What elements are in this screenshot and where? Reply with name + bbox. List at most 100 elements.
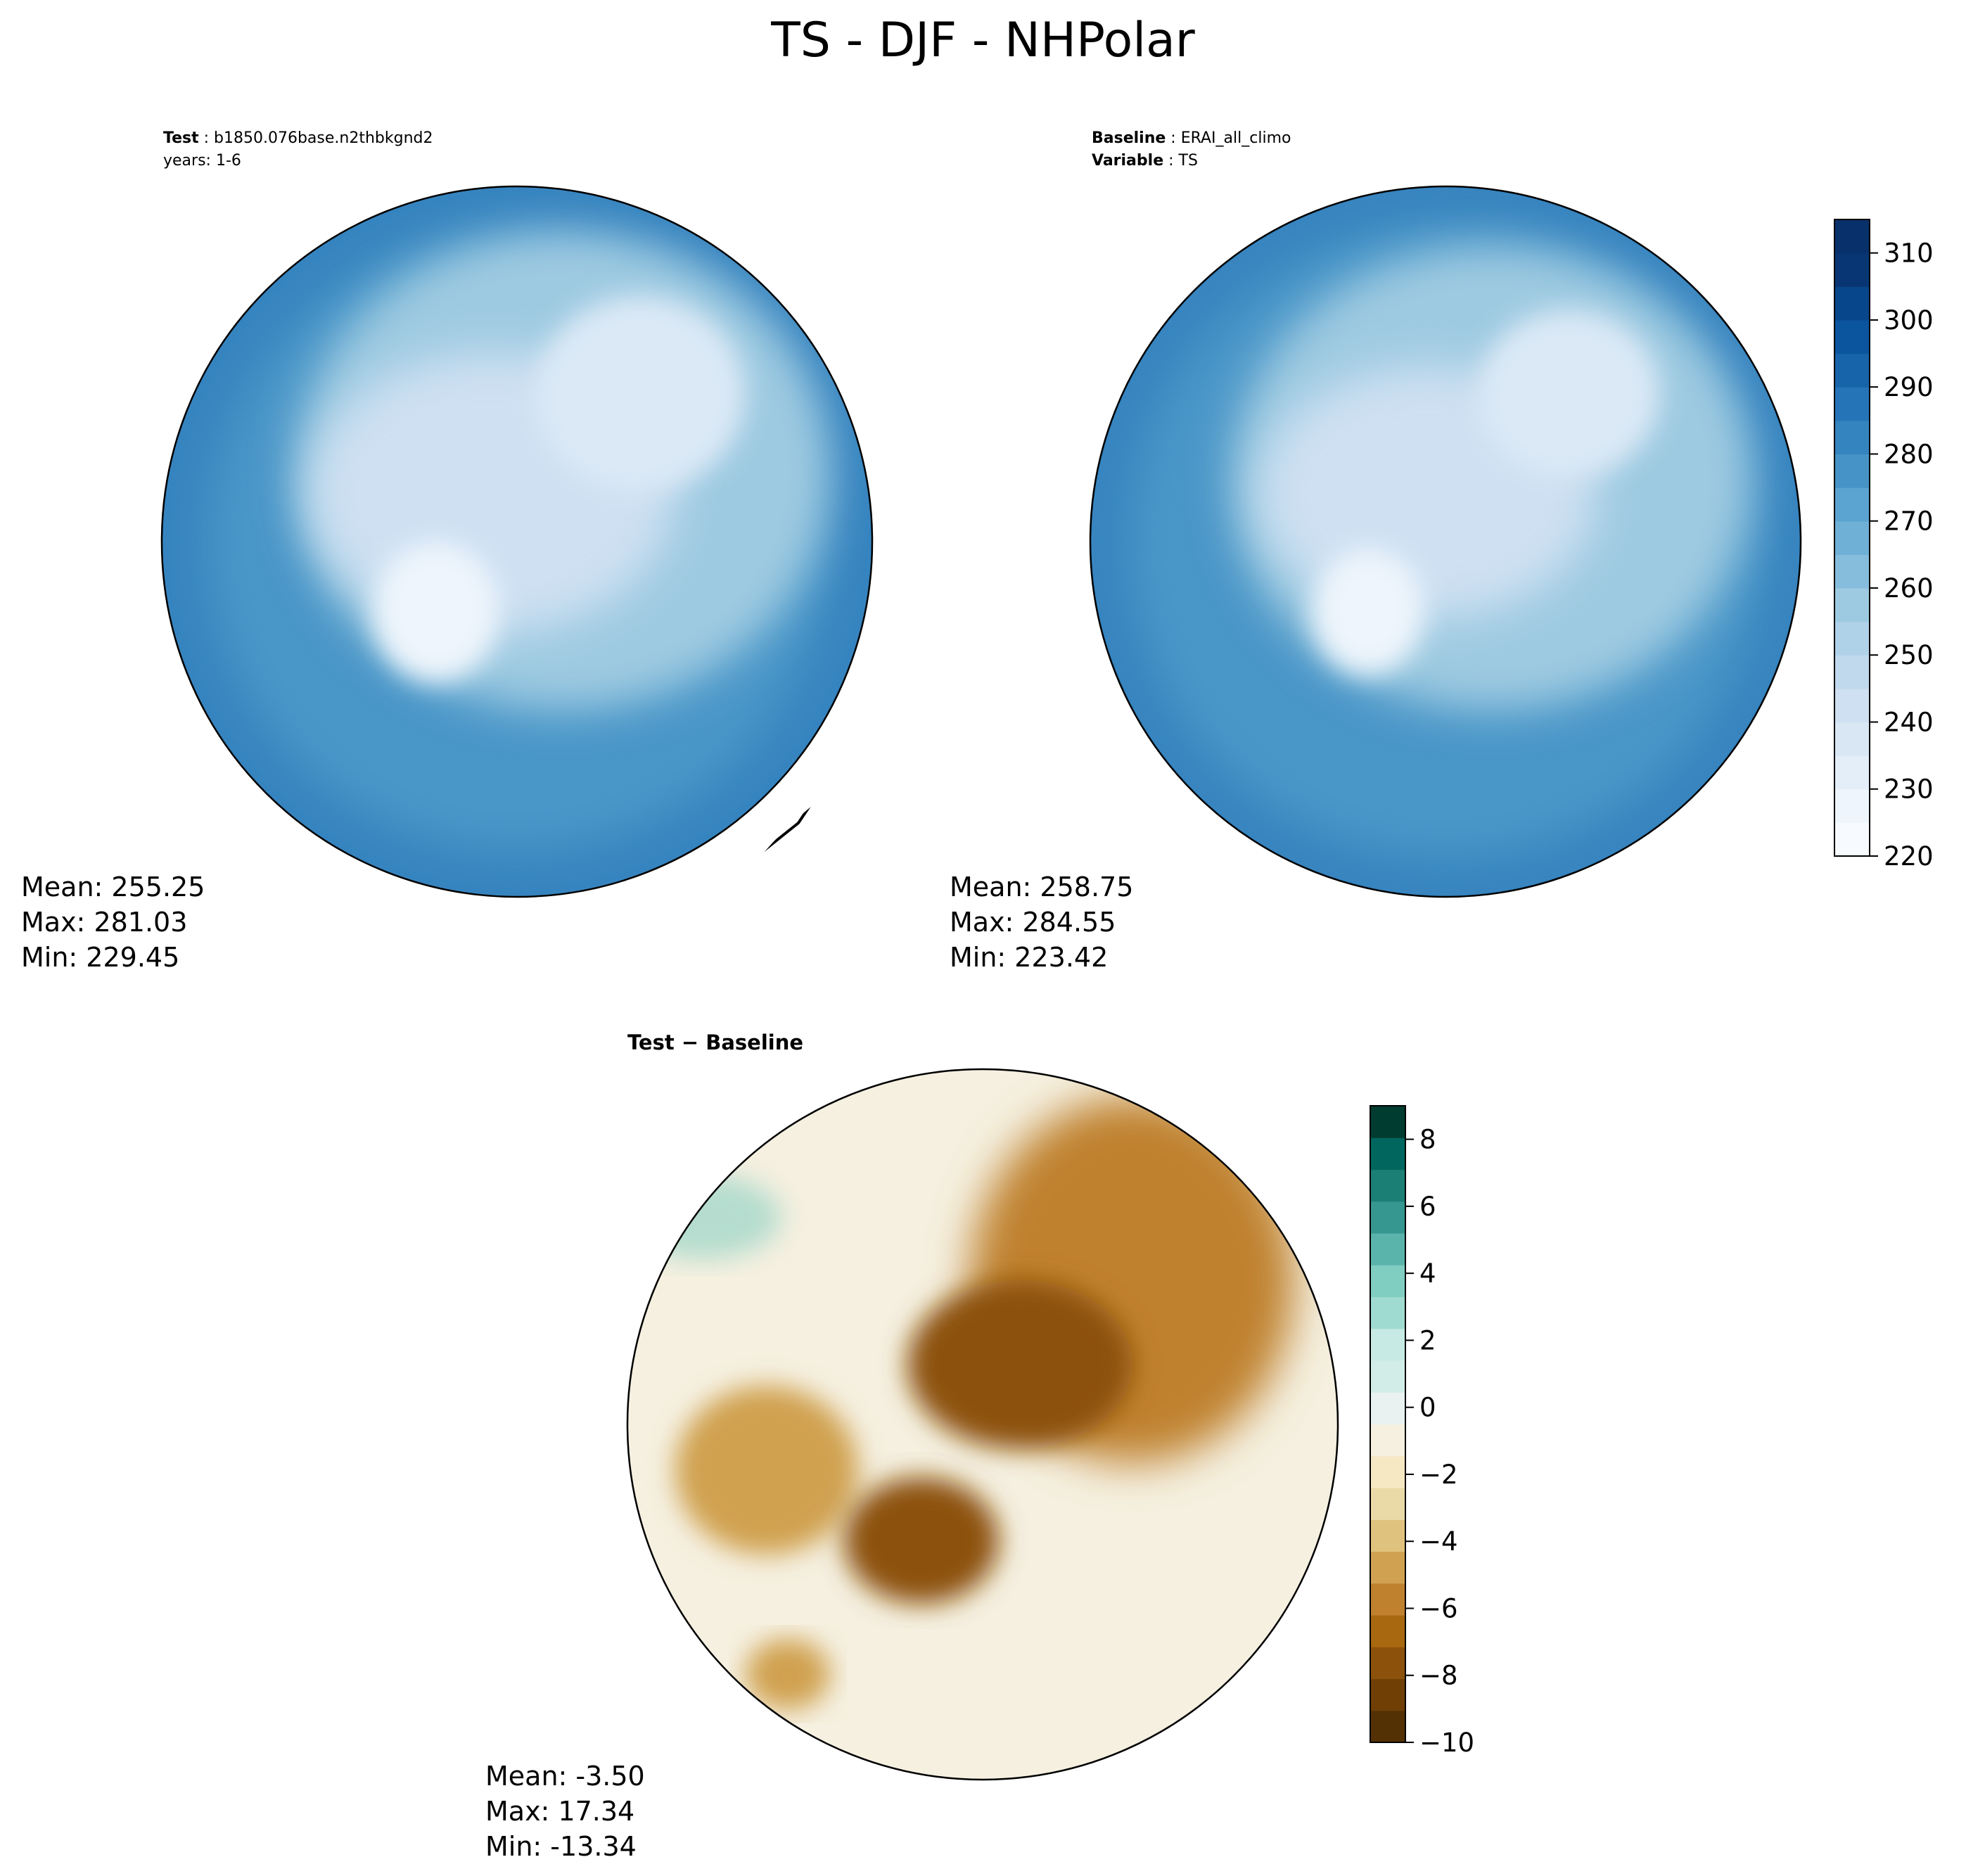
colorbar-abs-tick-label: 290: [1884, 372, 1934, 402]
colorbar-abs-segment: [1834, 722, 1870, 756]
colorbar-diff-tick-label: −4: [1419, 1526, 1458, 1557]
baseline-map: [1089, 185, 1802, 898]
figure-title: TS - DJF - NHPolar: [771, 13, 1195, 68]
colorbar-abs-tick-label: 280: [1884, 439, 1934, 469]
test-years-label: years: 1-6: [163, 152, 241, 170]
colorbar-diff-tick-label: −6: [1419, 1593, 1458, 1623]
colorbar-abs-segment: [1834, 822, 1870, 857]
variable-label-bold: Variable: [1092, 152, 1164, 170]
test-map: [160, 185, 874, 898]
diff-arctic-cooling: [907, 1280, 1132, 1449]
test-greenland-cold: [373, 542, 499, 682]
colorbar-diff-segment: [1370, 1137, 1405, 1170]
colorbar-abs-segment: [1834, 253, 1870, 287]
colorbar-abs-tick-label: 270: [1884, 506, 1934, 537]
colorbar-diff-segment: [1370, 1615, 1405, 1647]
colorbar-abs-segment: [1834, 688, 1870, 723]
test-max: Max: 281.03: [21, 907, 188, 938]
colorbar-abs-tick-label: 310: [1884, 238, 1934, 269]
colorbar-abs-segment: [1834, 587, 1870, 623]
baseline-min: Min: 223.42: [950, 942, 1109, 973]
colorbar-diff: −10 −8 −6 −4 −2 0 2 4 6 8: [1370, 1105, 1474, 1758]
colorbar-abs-tick-label: 230: [1884, 774, 1934, 805]
diff-map: [626, 1068, 1339, 1781]
colorbar-diff-tick-label: 4: [1419, 1258, 1436, 1289]
diff-greenland-cooling: [844, 1477, 999, 1604]
test-label-bold: Test: [163, 129, 199, 147]
colorbar-abs-tick-label: 250: [1884, 640, 1934, 670]
test-mean: Mean: 255.25: [21, 872, 205, 902]
variable-label-value: TS: [1178, 152, 1198, 170]
test-panel-title: Test : b1850.076base.n2thbkgnd2 years: 1…: [163, 129, 433, 170]
diff-atlantic-cooling: [746, 1639, 830, 1709]
baseline-mean: Mean: 258.75: [950, 872, 1134, 902]
colorbar-diff-segment: [1370, 1265, 1405, 1298]
colorbar-diff-tick-label: 6: [1419, 1192, 1436, 1222]
colorbar-abs-segment: [1834, 789, 1870, 823]
diff-canada-cooling: [675, 1386, 858, 1555]
baseline-map-border: [1089, 185, 1802, 898]
test-min: Min: 229.45: [21, 942, 180, 973]
colorbar-abs-segment: [1834, 219, 1870, 254]
baseline-max: Max: 284.55: [950, 907, 1116, 938]
diff-max: Max: 17.34: [485, 1796, 635, 1827]
colorbar-abs-segment: [1834, 521, 1870, 555]
colorbar-diff-segment: [1370, 1169, 1405, 1202]
colorbar-diff-tick-label: −2: [1419, 1460, 1458, 1490]
colorbar-diff-segment: [1370, 1328, 1405, 1361]
colorbar-diff-segment: [1370, 1106, 1405, 1138]
colorbar-abs-segment: [1834, 353, 1870, 388]
diff-min: Min: -13.34: [485, 1831, 637, 1862]
baseline-greenland-cold: [1312, 549, 1424, 675]
colorbar-abs-segment: [1834, 487, 1870, 522]
colorbar-diff-segment: [1370, 1360, 1405, 1393]
test-stats: Mean: 255.25 Max: 281.03 Min: 229.45: [21, 869, 205, 975]
colorbar-diff-tick-label: 0: [1419, 1393, 1436, 1423]
baseline-panel-title: Baseline : ERAI_all_climo Variable : TS: [1092, 129, 1291, 170]
colorbar-abs-tick-label: 260: [1884, 573, 1934, 604]
colorbar-diff-segment: [1370, 1201, 1405, 1234]
colorbar-abs: 220 230 240 250 260 270 280 290 300 310: [1834, 219, 1934, 872]
colorbar-abs-segment: [1834, 655, 1870, 689]
colorbar-diff-segment: [1370, 1233, 1405, 1265]
colorbar-diff-segment: [1370, 1678, 1405, 1711]
colorbar-abs-segment: [1834, 286, 1870, 321]
colorbar-diff-segment: [1370, 1488, 1405, 1520]
colorbar-diff-segment: [1370, 1551, 1405, 1584]
colorbar-diff-segment: [1370, 1710, 1405, 1743]
colorbar-abs-frame: [1834, 219, 1870, 857]
colorbar-abs-tick-label: 220: [1884, 841, 1934, 872]
baseline-label-bold: Baseline: [1092, 129, 1166, 147]
colorbar-diff-segment: [1370, 1519, 1405, 1552]
baseline-label-value: ERAI_all_climo: [1180, 129, 1291, 147]
diff-panel-title: Test − Baseline: [627, 1030, 804, 1054]
colorbar-abs-segment: [1834, 387, 1870, 421]
diff-pacific-warming: [627, 1175, 781, 1259]
colorbar-abs-tick-label: 240: [1884, 707, 1934, 737]
baseline-stats: Mean: 258.75 Max: 284.55 Min: 223.42: [950, 869, 1133, 975]
baseline-siberia-cold: [1477, 310, 1660, 478]
colorbar-diff-tick-label: −8: [1419, 1661, 1458, 1691]
colorbar-abs-tick-label: 300: [1884, 305, 1934, 336]
colorbar-diff-segment: [1370, 1647, 1405, 1680]
diff-mean: Mean: -3.50: [485, 1761, 645, 1792]
test-map-border: [160, 185, 874, 898]
colorbar-diff-segment: [1370, 1296, 1405, 1329]
colorbar-abs-segment: [1834, 621, 1870, 656]
colorbar-abs-segment: [1834, 319, 1870, 355]
colorbar-abs-segment: [1834, 755, 1870, 790]
colorbar-abs-segment: [1834, 454, 1870, 488]
colorbar-diff-segment: [1370, 1392, 1405, 1425]
colorbar-abs-segment: [1834, 420, 1870, 455]
colorbar-diff-tick-label: 8: [1419, 1125, 1436, 1155]
test-siberia-cold: [535, 295, 746, 492]
colorbar-abs-segment: [1834, 554, 1870, 589]
colorbar-diff-tick-label: 2: [1419, 1325, 1436, 1355]
colorbar-diff-segment: [1370, 1455, 1405, 1488]
colorbar-diff-tick-label: −10: [1419, 1728, 1474, 1758]
colorbar-diff-segment: [1370, 1424, 1405, 1457]
colorbar-diff-segment: [1370, 1583, 1405, 1616]
diff-stats: Mean: -3.50 Max: 17.34 Min: -13.34: [485, 1759, 645, 1864]
colorbar-diff-frame: [1370, 1105, 1406, 1743]
